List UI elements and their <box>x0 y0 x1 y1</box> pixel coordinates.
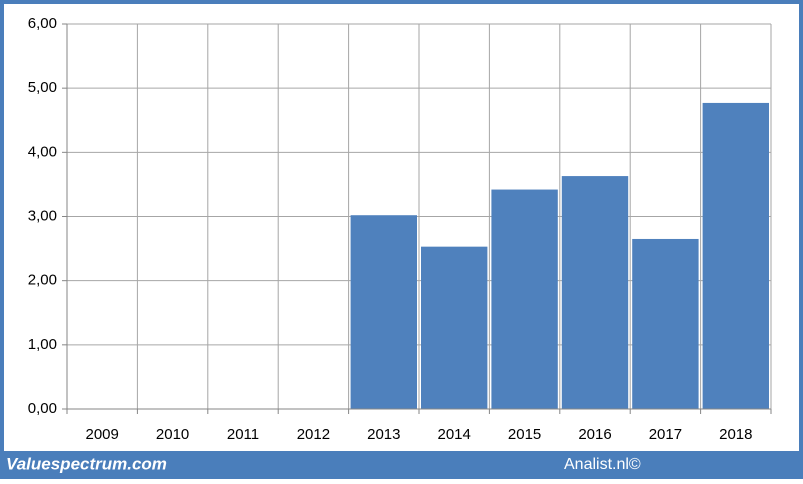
bar <box>632 238 699 409</box>
bar <box>491 189 558 409</box>
y-tick-label: 1,00 <box>28 336 57 353</box>
x-tick-label: 2014 <box>438 426 471 443</box>
x-tick-label: 2013 <box>367 426 400 443</box>
x-tick-label: 2017 <box>649 426 682 443</box>
x-tick-label: 2016 <box>578 426 611 443</box>
bar <box>421 246 488 409</box>
bar <box>702 102 769 410</box>
x-tick-label: 2012 <box>297 426 330 443</box>
x-tick-label: 2011 <box>227 426 259 443</box>
bar <box>350 215 417 409</box>
footer-left: Valuespectrum.com <box>6 454 167 473</box>
x-tick-label: 2018 <box>719 426 752 443</box>
y-tick-label: 5,00 <box>28 79 57 96</box>
x-tick-label: 2009 <box>86 426 119 443</box>
y-tick-label: 4,00 <box>28 143 57 160</box>
y-tick-label: 6,00 <box>28 15 57 32</box>
y-tick-label: 3,00 <box>28 207 57 224</box>
y-tick-label: 2,00 <box>28 272 57 289</box>
x-tick-label: 2010 <box>156 426 189 443</box>
footer-right: Analist.nl© <box>564 456 641 473</box>
bar <box>561 176 629 409</box>
x-tick-label: 2015 <box>508 426 541 443</box>
y-tick-label: 0,00 <box>28 400 57 417</box>
